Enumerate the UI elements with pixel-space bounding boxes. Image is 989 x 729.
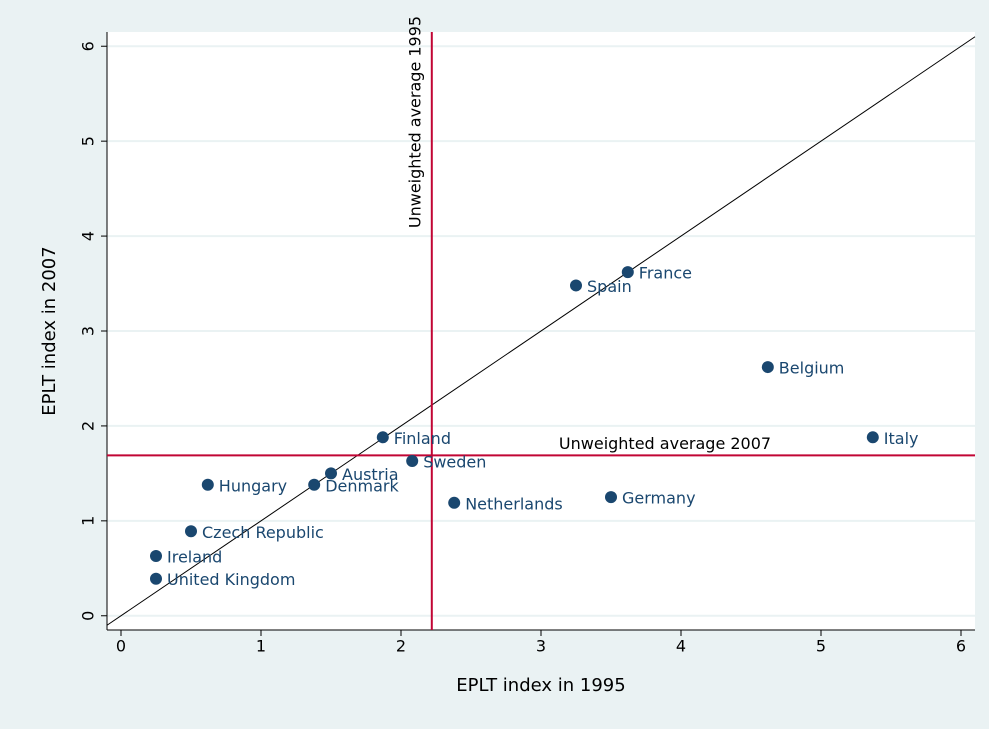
point [201,478,214,491]
y-tick-label: 0 [79,611,98,621]
y-axis-label: EPLT index in 2007 [39,246,60,415]
x-tick-label: 3 [536,637,546,656]
point [448,496,461,509]
point [406,455,419,468]
point [761,361,774,374]
point-label: Austria [342,465,399,484]
point-label: Ireland [167,547,222,566]
point [308,478,321,491]
y-tick-label: 2 [79,421,98,431]
point-label: Italy [884,429,919,448]
point-label: Spain [587,277,632,296]
point-label: Sweden [423,453,486,472]
y-tick-label: 3 [79,326,98,336]
point [570,279,582,292]
point-label: Finland [394,429,451,448]
point-label: Denmark [325,476,399,495]
point-label: Belgium [779,359,845,378]
point-label: Czech Republic [202,523,324,542]
y-tick-label: 5 [79,136,98,146]
point [376,431,389,444]
diagonal-line [106,36,976,626]
point [866,431,879,444]
x-tick-label: 0 [116,637,126,656]
x-tick-label: 5 [816,637,826,656]
point [605,491,617,504]
x-tick-label: 2 [396,637,406,656]
y-tick-label: 4 [79,231,98,241]
point-label: France [639,264,692,283]
point [150,549,162,562]
point [325,467,337,480]
point-label: United Kingdom [167,570,295,589]
reference-label: Unweighted average 1995 [405,16,424,228]
point-label: Hungary [219,476,287,495]
x-tick-label: 1 [256,637,266,656]
point [150,572,162,585]
x-tick-label: 6 [956,637,966,656]
reference-label: Unweighted average 2007 [559,434,771,453]
point-label: Netherlands [465,494,563,513]
point-label: Germany [622,489,696,508]
y-tick-label: 6 [79,41,98,51]
y-tick-label: 1 [79,516,98,526]
point [185,525,197,538]
point [621,266,634,279]
x-tick-label: 4 [676,637,686,656]
x-axis-label: EPLT index in 1995 [456,675,625,696]
